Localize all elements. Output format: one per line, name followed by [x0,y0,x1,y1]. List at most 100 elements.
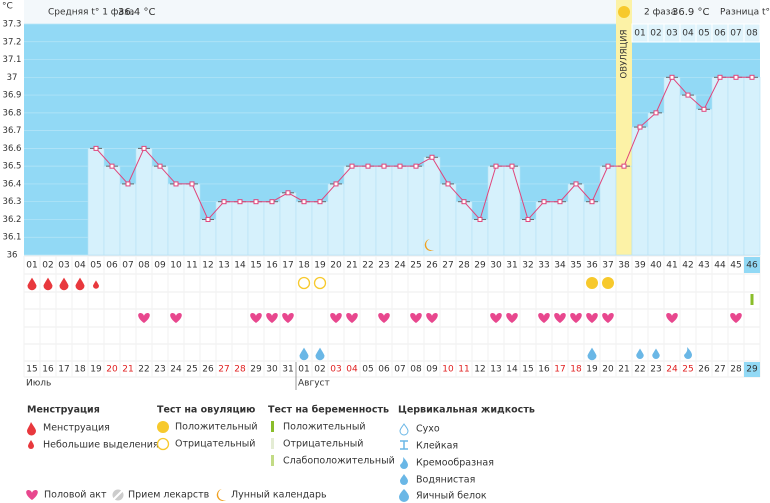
date-label: 23 [154,365,165,375]
column-fill [311,201,329,256]
drop-icon [587,347,597,361]
date-label: 15 [522,365,533,375]
drop-icon [59,277,69,291]
date-label: 17 [554,365,565,375]
legend-item: Менструация [43,423,110,434]
temperature-point [557,199,563,205]
pregnancy-test [750,294,754,305]
phase2-label: 2 фаза [644,8,676,18]
icon [27,422,36,436]
temperature-line [95,76,752,221]
day-label: 32 [522,261,533,271]
column-fill [711,77,729,256]
day-label: 09 [154,261,166,271]
day-label: 16 [266,261,278,271]
temperature-point [141,145,147,151]
temperature-point [589,199,595,205]
heart-icon [410,313,422,323]
column-fill [695,108,713,256]
temperature-point [221,199,227,205]
icon [156,437,170,451]
temperature-point [445,181,451,187]
date-label: 26 [202,365,214,375]
temperature-point [477,216,483,222]
date-label: 13 [490,365,501,375]
date-label: 23 [650,365,661,375]
temperature-point [525,216,531,222]
date-label: 14 [506,365,518,375]
legend-item: Положительный [283,422,366,433]
column-fill [327,183,345,256]
temperature-point [301,199,307,205]
date-label: 27 [714,365,725,375]
phase2-day: 02 [650,29,661,39]
day-label: 17 [282,261,293,271]
y-tick-label: 36.6 [3,144,22,154]
ovulation-label: ОВУЛЯЦИЯ [620,29,630,78]
phase2-day: 04 [682,29,694,39]
temperature-point [205,216,211,222]
temperature-point [605,163,611,169]
heart-icon [730,313,742,323]
date-label: 25 [186,365,197,375]
month-label: Август [298,379,330,389]
month-label: Июль [26,379,51,389]
phase2-day: 08 [746,29,758,39]
column-fill [199,219,217,256]
phase2-day: 07 [730,29,741,39]
temperature-point [669,74,675,80]
column-fill [535,201,553,256]
temperature-point [541,199,547,205]
temperature-point [701,106,707,112]
temperature-point [621,163,627,169]
heart-icon [538,313,550,323]
day-label: 10 [170,261,182,271]
icon [26,490,38,500]
temperature-point [365,163,371,169]
column-fill [103,165,121,256]
column-fill [279,192,297,256]
day-label: 33 [538,261,549,271]
temperature-point [333,181,339,187]
y-tick-label: 36.7 [3,126,22,136]
header-bg [24,0,760,24]
heart-icon [330,313,342,323]
day-label: 38 [618,261,630,271]
y-tick-label: 36.4 [3,179,22,189]
icon [400,440,408,450]
temperature-point [685,92,691,98]
temperature-point [253,199,259,205]
temperature-point [285,190,291,196]
phase2-day-cell [743,23,761,43]
date-label: 18 [570,365,582,375]
current-day [744,257,760,273]
column-fill [551,201,569,256]
legend-item: Отрицательный [283,439,363,450]
legend-item: Лунный календарь [231,490,327,501]
date-label: 19 [90,365,102,375]
column-fill [743,77,761,256]
temperature-point [397,163,403,169]
drop-icon [315,347,325,361]
legend-title: Цервикальная жидкость [398,405,535,416]
icon [113,490,123,500]
day-label: 29 [474,261,486,271]
date-label: 16 [538,365,550,375]
day-label: 39 [634,261,646,271]
legend-title: Менструация [27,405,100,416]
column-fill [471,219,489,256]
temperature-point [429,154,435,160]
current-date [744,362,760,377]
day-label: 45 [730,261,741,271]
day-label: 04 [74,261,86,271]
date-label: 03 [330,365,341,375]
day-label: 44 [714,261,726,271]
heart-icon [666,313,678,323]
day-label: 03 [58,261,69,271]
drop-icon [93,280,99,289]
day-label: 02 [42,261,53,271]
day-label: 42 [682,261,693,271]
column-fill [119,183,137,256]
legend-item: Половой акт [44,490,107,501]
day-label: 19 [314,261,326,271]
